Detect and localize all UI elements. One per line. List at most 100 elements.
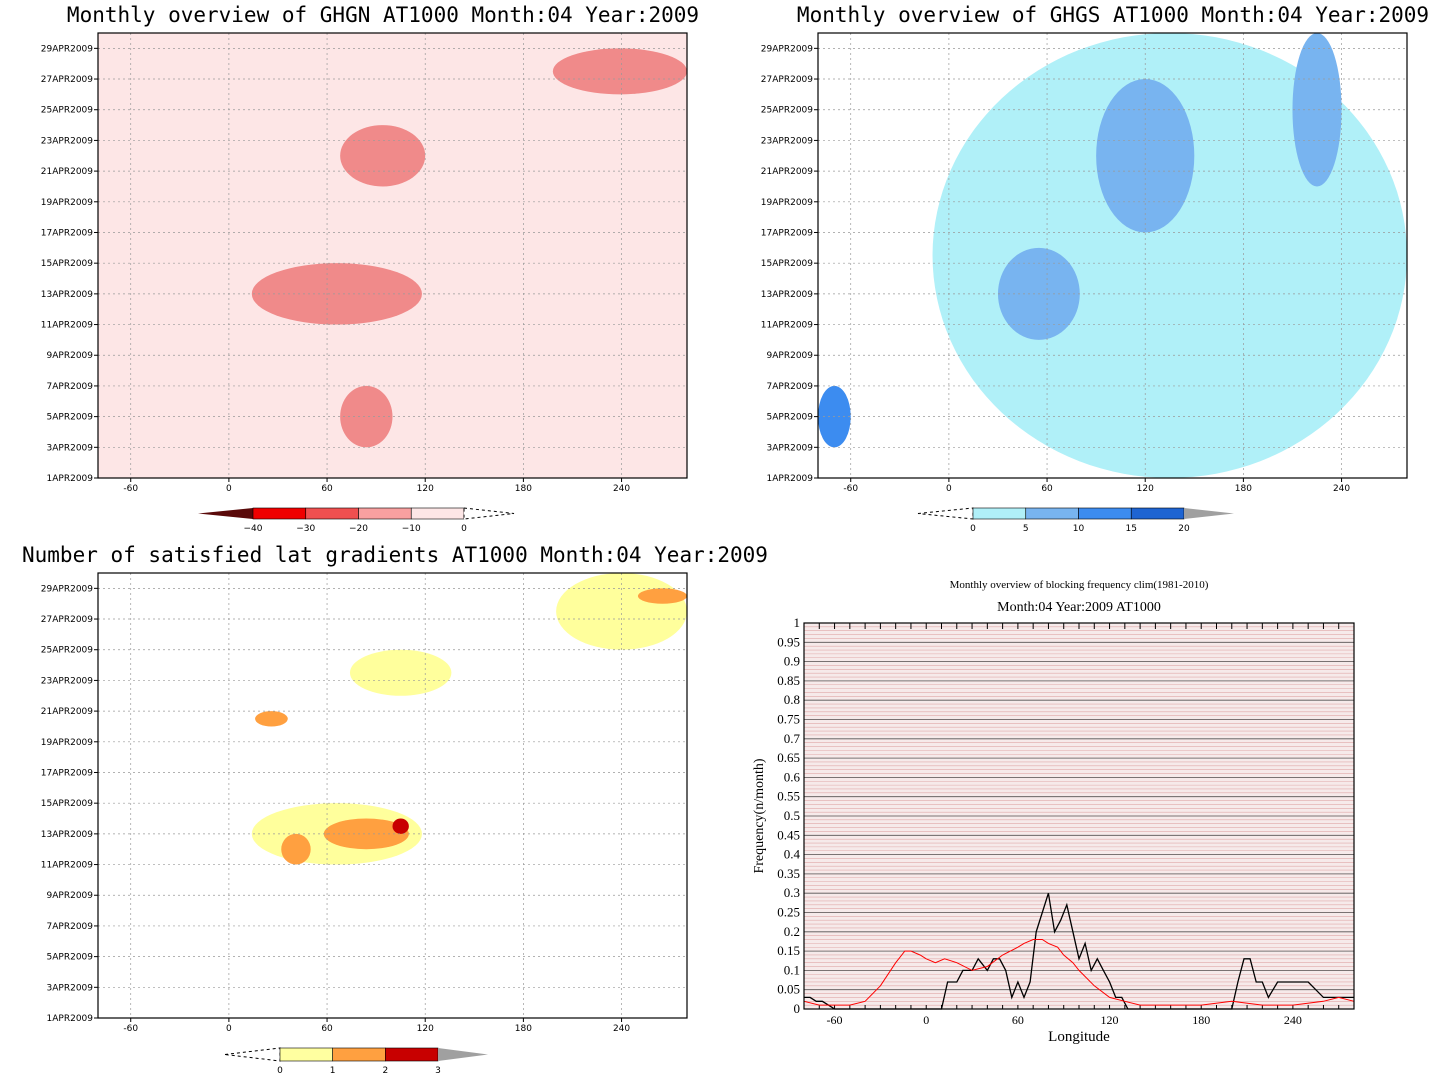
y-tick-label: 1APR2009 <box>47 474 94 484</box>
x-tick-label: -60 <box>123 484 138 494</box>
y-tick-label: 0.7 <box>784 731 801 746</box>
y-tick-label: 17APR2009 <box>761 228 813 238</box>
contour-region <box>251 263 422 325</box>
y-tick-label: 5APR2009 <box>47 413 94 423</box>
y-tick-label: 13APR2009 <box>41 290 93 300</box>
colorbar-label: −10 <box>402 524 421 534</box>
colorbar-segment <box>332 1047 386 1062</box>
y-axis-label: Frequency(n/month) <box>752 758 767 873</box>
x-tick-label: 120 <box>1137 484 1154 494</box>
y-tick-label: 0.25 <box>777 905 800 920</box>
y-tick-label: 29APR2009 <box>41 584 93 594</box>
plot-frame <box>817 32 1408 479</box>
x-tick-label: -60 <box>123 1024 138 1034</box>
y-tick-label: 21APR2009 <box>41 707 93 717</box>
x-tick-label: 180 <box>515 1024 532 1034</box>
contour-region <box>340 125 426 187</box>
colorbar-arrow-right <box>463 507 515 520</box>
plot-frame <box>803 622 1355 1010</box>
blocking-panel: Monthly overview of blocking frequency c… <box>720 540 1440 1091</box>
gradients-panel: Number of satisfied lat gradients AT1000… <box>0 540 768 1091</box>
y-tick-label: 23APR2009 <box>41 136 93 146</box>
colorbar-label: −30 <box>296 524 315 534</box>
y-tick-label: 11APR2009 <box>761 321 813 331</box>
plot-frame <box>97 32 688 479</box>
y-tick-label: 3APR2009 <box>47 983 94 993</box>
y-tick-label: 21APR2009 <box>761 167 813 177</box>
y-tick-label: 27APR2009 <box>761 75 813 85</box>
colorbar-label: 0 <box>277 1066 283 1076</box>
y-tick-label: 29APR2009 <box>761 44 813 54</box>
colorbar-label: −40 <box>244 524 263 534</box>
ghgn-heatmap: 1APR2009 3APR2009 5APR2009 7APR2009 9APR2009… <box>41 32 688 534</box>
y-tick-label: 25APR2009 <box>41 106 93 116</box>
y-tick-label: 0.6 <box>784 769 801 784</box>
y-tick-label: 21APR2009 <box>41 167 93 177</box>
contour-region <box>932 33 1407 478</box>
ghgn-panel: Monthly overview of GHGN AT1000 Month:04… <box>0 0 720 540</box>
x-axis-label: Longitude <box>1048 1029 1110 1045</box>
x-tick-label: 120 <box>417 1024 434 1034</box>
contour-region <box>281 833 311 865</box>
y-tick-label: 0.1 <box>784 962 800 977</box>
x-tick-label: 0 <box>946 484 952 494</box>
y-tick-label: 17APR2009 <box>41 768 93 778</box>
contour-region <box>255 711 288 727</box>
y-tick-label: 23APR2009 <box>41 676 93 686</box>
y-tick-label: 3APR2009 <box>767 443 814 453</box>
colorbar-segment <box>410 507 465 520</box>
y-tick-label: 1APR2009 <box>47 1014 94 1024</box>
x-tick-label: 180 <box>1192 1013 1210 1027</box>
y-tick-label: 5APR2009 <box>47 953 94 963</box>
y-tick-label: 0.75 <box>777 712 800 727</box>
y-tick-label: 0.65 <box>777 750 800 765</box>
x-tick-label: 60 <box>321 1024 333 1034</box>
colorbar-segment <box>279 1047 333 1062</box>
y-tick-label: 1APR2009 <box>767 474 814 484</box>
x-tick-label: 240 <box>1284 1013 1302 1027</box>
y-tick-label: 25APR2009 <box>41 646 93 656</box>
y-tick-label: 25APR2009 <box>761 106 813 116</box>
colorbar-arrow-left <box>917 507 974 520</box>
y-tick-label: 0.35 <box>777 866 800 881</box>
contour-region <box>323 818 409 850</box>
plot-background <box>98 33 687 478</box>
y-tick-label: 7APR2009 <box>47 922 94 932</box>
plot-frame <box>97 572 688 1019</box>
colorbar-segment <box>252 507 307 520</box>
y-tick-label: 9APR2009 <box>767 351 814 361</box>
gradients-title: Number of satisfied lat gradients AT1000… <box>22 543 768 567</box>
colorbar-label: −20 <box>349 524 368 534</box>
colorbar-arrow-left <box>198 508 253 519</box>
contour-region <box>1292 33 1342 187</box>
chart-subtitle: Month:04 Year:2009 AT1000 <box>997 600 1161 615</box>
y-tick-label: 23APR2009 <box>761 136 813 146</box>
x-tick-label: 120 <box>1101 1013 1119 1027</box>
x-tick-label: 240 <box>613 1024 630 1034</box>
colorbar-label: 20 <box>1178 524 1190 534</box>
y-tick-label: 19APR2009 <box>761 198 813 208</box>
y-tick-label: 0.5 <box>784 808 800 823</box>
colorbar-segment <box>972 507 1027 520</box>
x-tick-label: 180 <box>1235 484 1252 494</box>
y-tick-label: 5APR2009 <box>767 413 814 423</box>
colorbar-segment <box>305 507 359 520</box>
x-tick-label: 240 <box>1333 484 1350 494</box>
colorbar-segment <box>385 1047 439 1062</box>
y-tick-label: 11APR2009 <box>41 321 93 331</box>
x-tick-label: 60 <box>321 484 333 494</box>
y-tick-label: 3APR2009 <box>47 443 94 453</box>
colorbar-label: 1 <box>330 1066 336 1076</box>
colorbar-label: 3 <box>435 1066 441 1076</box>
y-tick-label: 1 <box>794 615 801 630</box>
ghgs-heatmap: 1APR2009 3APR2009 5APR2009 7APR2009 9APR2009… <box>761 32 1408 534</box>
y-tick-label: 27APR2009 <box>41 615 93 625</box>
contour-region <box>1096 79 1195 233</box>
colorbar-segment <box>358 507 412 520</box>
blocking-line-chart: Monthly overview of blocking frequency c… <box>752 579 1355 1045</box>
y-tick-label: 0.55 <box>777 789 800 804</box>
colorbar-segment <box>1130 507 1185 520</box>
y-tick-label: 15APR2009 <box>41 799 93 809</box>
y-tick-label: 19APR2009 <box>41 738 93 748</box>
colorbar-arrow-left <box>224 1047 281 1062</box>
